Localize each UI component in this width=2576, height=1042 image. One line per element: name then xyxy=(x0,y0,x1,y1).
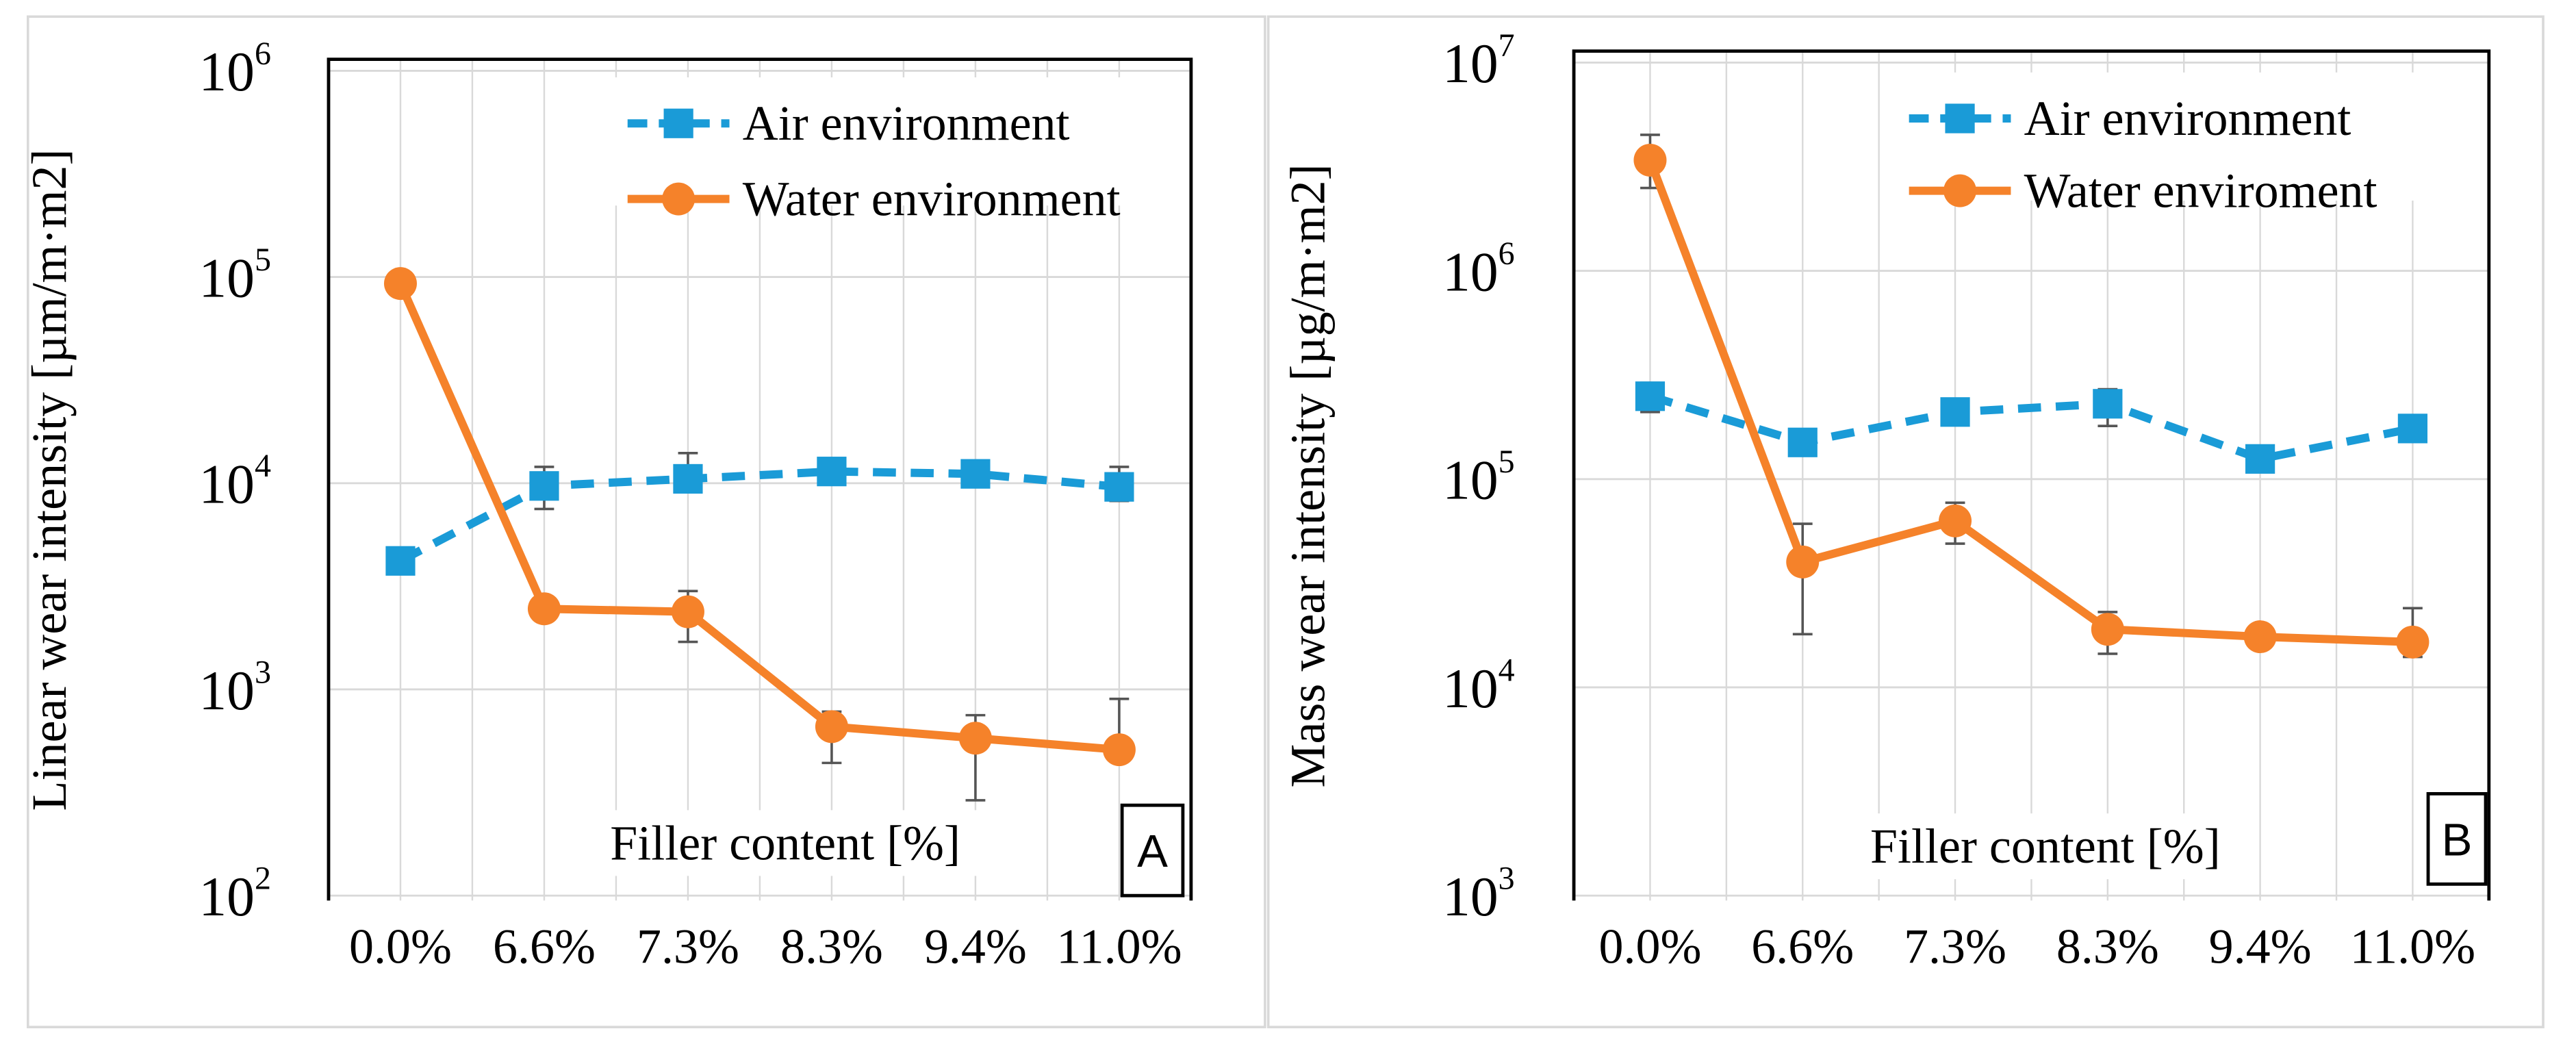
series-line xyxy=(1646,158,2413,646)
data-point-circle xyxy=(671,595,704,628)
x-tick-label: 11.0% xyxy=(2350,919,2475,974)
x-tick-label: 9.4% xyxy=(2209,919,2312,974)
data-point-square xyxy=(1787,427,1818,457)
data-point-circle xyxy=(2091,613,2124,646)
y-tick-label: 107 xyxy=(1442,27,1515,94)
data-point-square xyxy=(1940,397,1970,427)
y-tick-label: 104 xyxy=(199,448,271,515)
data-point-square xyxy=(1635,381,1666,411)
legend-label: Water environment xyxy=(743,172,1121,227)
legend-circle-icon xyxy=(1943,174,1977,207)
y-tick-label: 103 xyxy=(1442,861,1515,928)
data-point-square xyxy=(529,471,559,501)
x-tick-label: 7.3% xyxy=(637,919,739,974)
legend-bg xyxy=(1896,72,2476,201)
data-point-circle xyxy=(815,710,848,744)
x-tick-label: 8.3% xyxy=(2056,919,2159,974)
x-tick-label: 8.3% xyxy=(780,919,883,974)
x-axis-label: Filler content [%] xyxy=(610,815,960,870)
data-point-circle xyxy=(1102,733,1136,767)
panel-border xyxy=(1266,15,2545,1028)
data-point-circle xyxy=(1786,545,1820,579)
panel-border xyxy=(26,15,1266,1028)
plot-frame xyxy=(327,58,1193,901)
x-tick-label: 11.0% xyxy=(1056,919,1182,974)
series-line xyxy=(1648,392,2414,463)
x-label-bg xyxy=(1839,813,2251,880)
data-point-square xyxy=(673,463,703,494)
y-tick-label: 103 xyxy=(199,654,271,721)
data-point-circle xyxy=(1939,504,1972,537)
legend-square-icon xyxy=(663,108,693,138)
data-point-circle xyxy=(1633,143,1667,177)
panel-label-box xyxy=(2426,791,2488,886)
series-air xyxy=(385,451,1134,576)
data-point-circle xyxy=(958,722,992,755)
y-tick-label: 105 xyxy=(1442,444,1515,511)
panel-label: B xyxy=(2442,814,2473,865)
data-point-square xyxy=(2093,389,2123,419)
legend-label: Air environment xyxy=(2024,91,2351,146)
x-label-bg xyxy=(580,810,991,876)
y-axis-label: Linear wear intensity [µm/m·m2] xyxy=(22,149,77,811)
legend-label: Water enviroment xyxy=(2024,164,2377,218)
legend-label: Air environment xyxy=(743,96,1070,151)
data-point-square xyxy=(960,459,991,489)
y-tick-label: 102 xyxy=(199,861,271,928)
y-tick-label: 106 xyxy=(1442,236,1515,303)
data-point-square xyxy=(2397,414,2428,444)
legend-item: Air environment xyxy=(1909,91,2351,146)
data-point-circle xyxy=(527,592,561,626)
x-tick-label: 6.6% xyxy=(493,919,596,974)
y-tick-label: 106 xyxy=(199,36,271,103)
x-axis-label: Filler content [%] xyxy=(1870,819,2221,874)
x-tick-label: 7.3% xyxy=(1904,919,2006,974)
legend-circle-icon xyxy=(662,182,696,216)
panel-label: A xyxy=(1137,826,1168,877)
x-tick-label: 9.4% xyxy=(924,919,1027,974)
series-water xyxy=(1633,134,2430,659)
x-tick-label: 0.0% xyxy=(349,919,452,974)
y-axis-label: Mass wear intensity [µg/m·m2] xyxy=(1280,164,1335,787)
legend-item: Water environment xyxy=(627,172,1121,227)
y-tick-label: 104 xyxy=(1442,652,1515,719)
series-line xyxy=(398,467,1120,565)
plot-frame xyxy=(1572,49,2491,901)
x-tick-label: 6.6% xyxy=(1751,919,1854,974)
data-point-square xyxy=(1104,472,1134,502)
legend-square-icon xyxy=(1945,103,1975,134)
data-point-circle xyxy=(2243,620,2277,654)
chart-panel-B: 103 104 105 106 107 0.0% 6.6% 7.3% 8.3% 9.4% 11.0%… xyxy=(1266,15,2545,1028)
legend-item: Air environment xyxy=(627,96,1070,151)
legend-item: Water enviroment xyxy=(1909,164,2377,218)
series-line xyxy=(396,281,1120,754)
data-point-square xyxy=(385,546,416,576)
data-point-circle xyxy=(2396,625,2430,659)
series-air xyxy=(1635,381,2428,474)
data-point-square xyxy=(2245,444,2275,474)
y-tick-label: 105 xyxy=(199,242,271,309)
data-point-square xyxy=(817,457,847,487)
chart-panel-A: 102 103 104 105 106 0.0% 6.6% 7.3% 8.3% 9.4% 11.0%… xyxy=(22,15,1266,1028)
legend-bg xyxy=(614,77,1178,206)
series-water xyxy=(383,267,1136,802)
x-tick-label: 0.0% xyxy=(1598,919,1701,974)
data-point-circle xyxy=(383,267,417,301)
panel-label-box xyxy=(1120,803,1185,898)
